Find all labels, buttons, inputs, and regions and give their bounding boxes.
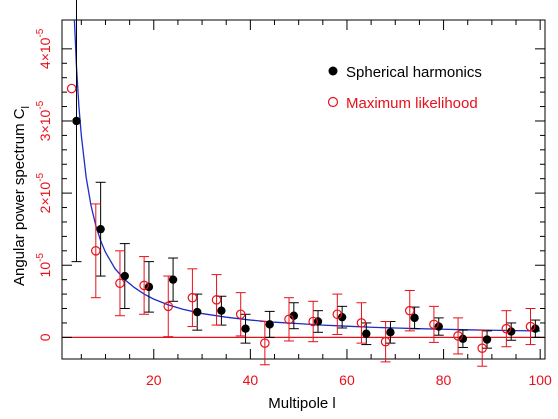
legend-label-spherical-harmonics: Spherical harmonics [346,64,482,81]
y-tick-label-exponent-4: -5 [35,28,46,37]
y-tick-label-mantissa-1: 10 [37,262,53,278]
point-maximum-likelihood-4 [163,301,174,312]
y-tick-label-mantissa-3: 3×10 [37,109,53,141]
y-tick-label-group-1: 10-5 [35,253,53,278]
point-spherical-harmonics-14 [410,313,419,323]
point-spherical-harmonics-9 [289,311,299,320]
point-spherical-harmonics-19 [531,324,540,333]
ticks-layer [62,20,545,359]
y-tick-label-4: 4×10-5 [35,28,53,69]
error-bar-layer [71,0,541,367]
point-maximum-likelihood-13 [380,336,391,347]
y-tick-label-mantissa-4: 4×10 [37,37,53,69]
y-tick-label-group-0: 0 [37,333,53,341]
point-maximum-likelihood-5 [187,292,198,303]
y-tick-label-group-3: 3×10-5 [35,100,53,141]
y-tick-label-exponent-3: -5 [35,100,46,109]
y-tick-labels: 010-52×10-53×10-54×10-5 [35,28,53,341]
point-maximum-likelihood-18 [501,323,512,334]
point-spherical-harmonics-2 [120,271,129,281]
point-spherical-harmonics-18 [506,327,516,336]
point-maximum-likelihood-8 [260,338,270,348]
y-tick-label-exponent-2: -5 [35,172,46,181]
point-maximum-likelihood-14 [404,305,415,316]
y-tick-label-2: 2×10-5 [35,172,53,213]
point-layer [66,83,540,353]
point-spherical-harmonics-6 [217,306,226,315]
point-maximum-likelihood-11 [332,309,343,320]
y-tick-label-0: 0 [37,333,53,341]
legend-label-maximum-likelihood: Maximum likelihood [346,95,478,112]
point-maximum-likelihood-0 [66,83,77,94]
point-spherical-harmonics-7 [241,324,250,333]
x-axis-title: Multipole l [268,395,336,412]
y-axis-title-main: Angular power spectrum C [11,108,28,286]
x-tick-label-40: 40 [243,372,259,388]
x-tick-label-80: 80 [436,372,452,388]
legend-marker-maximum-likelihood [327,96,339,108]
point-maximum-likelihood-1 [91,246,101,256]
point-spherical-harmonics-13 [386,328,395,337]
legend-marker-spherical-harmonics [328,66,338,76]
y-tick-label-exponent-1: -5 [35,253,46,262]
point-maximum-likelihood-16 [453,331,463,341]
point-spherical-harmonics-16 [458,334,468,344]
point-spherical-harmonics-15 [434,322,443,331]
x-tick-label-100: 100 [528,372,552,388]
point-maximum-likelihood-2 [115,278,125,289]
x-tick-label-60: 60 [339,372,355,388]
y-tick-label-group-2: 2×10-5 [35,172,53,213]
point-maximum-likelihood-3 [139,280,149,291]
point-maximum-likelihood-15 [429,319,439,330]
y-tick-label-mantissa-0: 0 [37,333,53,341]
y-tick-label-1: 10-5 [35,253,53,278]
x-tick-labels: 20 40 60 80 100 [146,372,552,388]
y-axis-title: Angular power spectrum Cl [11,106,32,286]
y-tick-label-mantissa-2: 2×10 [37,182,53,214]
point-spherical-harmonics-12 [362,329,371,338]
point-maximum-likelihood-12 [356,318,367,328]
y-tick-label-group-4: 4×10-5 [35,28,53,69]
point-spherical-harmonics-0 [72,116,81,126]
y-axis-title-group: Angular power spectrum Cl [11,106,32,286]
point-spherical-harmonics-5 [193,307,202,317]
point-spherical-harmonics-11 [337,312,347,322]
plot-frame [61,19,546,360]
y-axis-title-subscript: l [20,106,32,108]
legend: Spherical harmonics Maximum likelihood [327,64,482,112]
point-spherical-harmonics-4 [168,275,178,284]
point-spherical-harmonics-8 [265,320,274,329]
point-maximum-likelihood-9 [284,314,294,325]
y-tick-label-3: 3×10-5 [35,100,53,141]
point-maximum-likelihood-7 [235,309,246,320]
point-maximum-likelihood-19 [525,321,536,332]
point-maximum-likelihood-6 [211,295,222,305]
point-spherical-harmonics-10 [313,317,323,326]
point-spherical-harmonics-17 [482,335,492,344]
point-maximum-likelihood-10 [308,316,318,327]
point-maximum-likelihood-17 [477,343,488,353]
x-tick-label-20: 20 [146,372,162,388]
plot-border [61,19,546,360]
point-spherical-harmonics-1 [96,224,105,234]
